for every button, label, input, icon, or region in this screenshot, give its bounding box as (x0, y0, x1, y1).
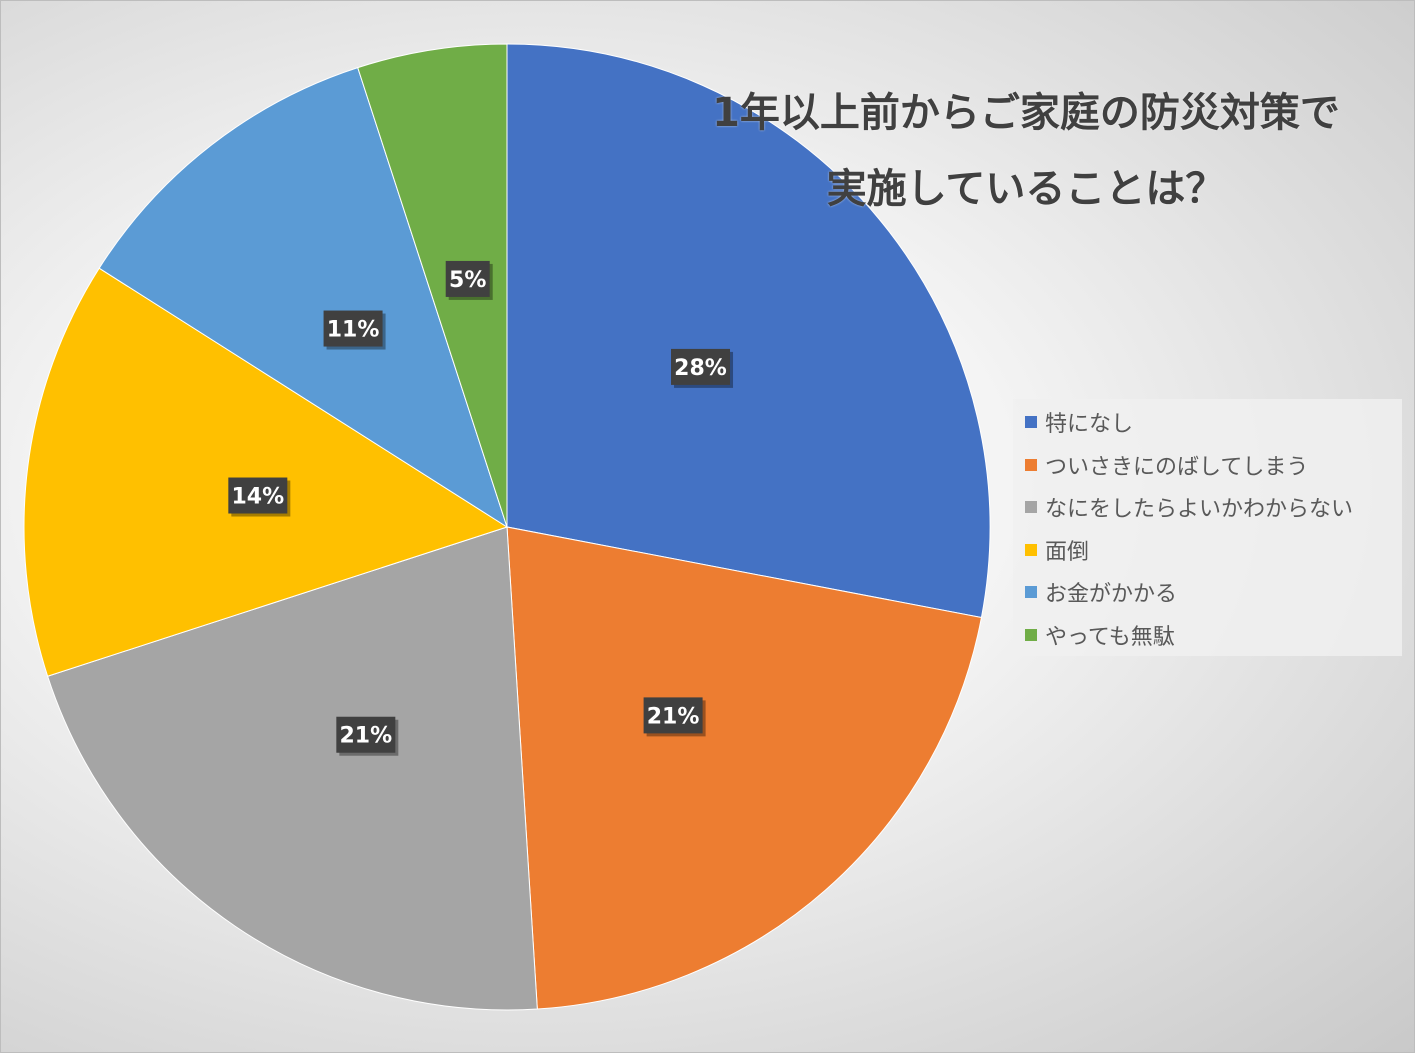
data-label: 11% (323, 310, 386, 350)
legend-item: お金がかかる (1013, 571, 1402, 614)
legend-item: 面倒 (1013, 529, 1402, 572)
pie-slice (357, 43, 508, 528)
pie-slice (506, 43, 991, 619)
legend-swatch (1025, 416, 1037, 429)
pie-slice (98, 67, 508, 529)
data-label-text: 28% (674, 356, 727, 381)
data-label: 21% (643, 697, 706, 737)
data-label-text: 11% (327, 318, 380, 343)
legend-label: やっても無駄 (1045, 624, 1175, 650)
legend: 特になしついさきにのばしてしまうなにをしたらよいかわからない 面倒お金がかかる やっ… (1013, 399, 1402, 656)
data-label-text: 21% (647, 704, 700, 729)
data-label: 14% (228, 477, 291, 517)
legend-swatch (1025, 628, 1037, 641)
legend-swatch (1025, 501, 1037, 514)
legend-label: 特になし (1045, 412, 1134, 438)
data-label-text: 21% (339, 724, 392, 749)
legend-label: なにをしたらよいかわからない (1045, 497, 1354, 523)
data-label-text: 14% (231, 485, 284, 510)
pie-slice (23, 267, 509, 677)
data-label: 5% (445, 260, 493, 300)
data-label: 21% (336, 716, 399, 756)
data-label: 28% (671, 348, 734, 388)
legend-item: ついさきにのばしてしまう (1013, 444, 1402, 487)
chart-title: 1年以上前からご家庭の防災対策で 実施していることは？ (712, 90, 1340, 212)
legend-label: ついさきにのばしてしまう (1045, 454, 1309, 480)
legend-item: 特になし (1013, 401, 1402, 444)
legend-label: お金がかかる (1045, 582, 1178, 608)
legend-swatch (1025, 543, 1037, 556)
pie-slice (47, 526, 538, 1011)
pie-slice (506, 526, 983, 1010)
legend-item: やっても無駄 (1013, 614, 1402, 657)
data-label-text: 5% (449, 268, 486, 293)
legend-item: なにをしたらよいかわからない (1013, 486, 1402, 529)
legend-swatch (1025, 586, 1037, 599)
legend-swatch (1025, 458, 1037, 471)
legend-label: 面倒 (1045, 539, 1090, 565)
